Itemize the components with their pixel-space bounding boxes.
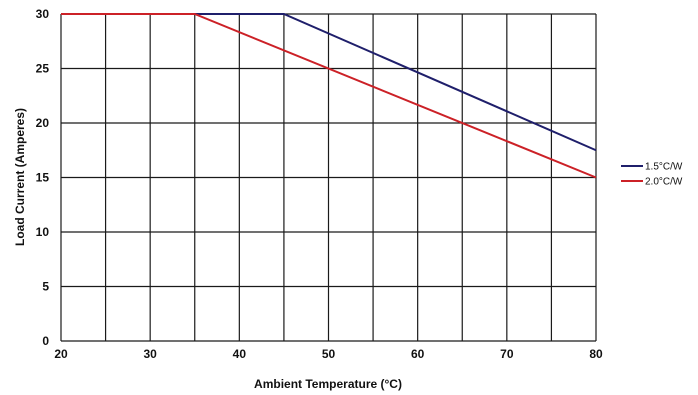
y-tick-label: 15 — [36, 171, 50, 185]
x-tick-label: 40 — [233, 347, 247, 361]
x-tick-label: 70 — [500, 347, 514, 361]
y-tick-label: 10 — [36, 225, 50, 239]
x-tick-label: 60 — [411, 347, 425, 361]
x-tick-label: 20 — [54, 347, 68, 361]
y-tick-label: 20 — [36, 116, 50, 130]
legend-label-2: 2.0°C/W — [645, 177, 683, 188]
series-line-2 — [61, 13, 597, 179]
x-tick-label: 80 — [589, 347, 603, 361]
x-tick-label: 50 — [322, 347, 336, 361]
legend: 1.5°C/W 2.0°C/W — [621, 162, 683, 188]
y-tick-label: 0 — [42, 334, 49, 348]
series-layer — [61, 13, 597, 179]
y-tick-label: 25 — [36, 62, 50, 76]
grid — [60, 13, 597, 342]
tick-labels: 20 30 40 50 60 70 80 0 5 10 15 20 25 30 — [36, 7, 603, 361]
x-axis-title: Ambient Temperature (°C) — [254, 377, 402, 391]
x-tick-label: 30 — [143, 347, 157, 361]
y-tick-label: 30 — [36, 7, 50, 21]
y-tick-label: 5 — [42, 280, 49, 294]
y-axis-title: Load Current (Amperes) — [13, 108, 27, 246]
legend-label-1: 1.5°C/W — [645, 162, 683, 173]
